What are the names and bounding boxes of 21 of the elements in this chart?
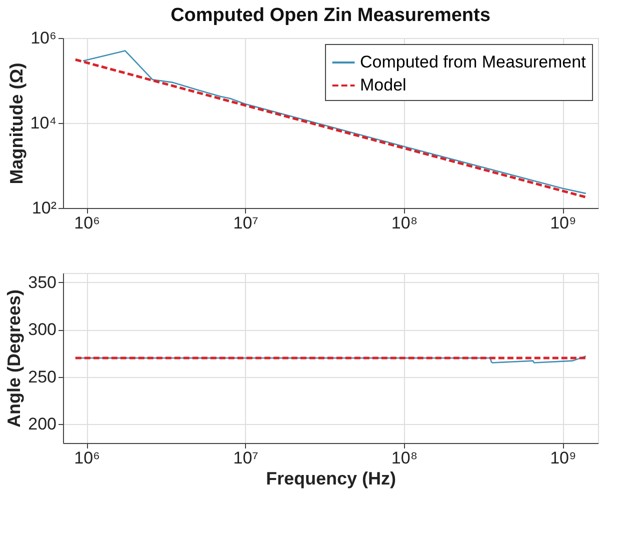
x-tick-label: 10⁶ (74, 214, 100, 232)
y-tick-label: 200 (28, 414, 56, 434)
y-tick-label: 300 (28, 320, 56, 340)
y-tick-label: 250 (28, 367, 56, 386)
y-axis-title: Magnitude (Ω) (6, 62, 26, 184)
y-tick-label: 10⁴ (30, 114, 56, 132)
x-tick-label: 10⁸ (391, 448, 418, 468)
x-tick-label: 10⁸ (391, 214, 418, 232)
x-axis-title: Frequency (Hz) (266, 468, 396, 488)
x-tick-label: 10⁹ (550, 214, 576, 232)
y-tick-label: 10² (32, 198, 57, 218)
chart-title: Computed Open Zin Measurements (170, 5, 490, 26)
x-tick-label: 10⁷ (233, 214, 258, 232)
y-tick-label: 350 (28, 272, 56, 292)
y-tick-label: 10⁶ (30, 28, 56, 48)
x-tick-label: 10⁹ (550, 448, 576, 468)
legend-label: Model (360, 76, 406, 94)
x-tick-label: 10⁷ (233, 448, 258, 468)
legend-label: Computed from Measurement (360, 52, 586, 72)
y-axis-title: Angle (Degrees) (4, 289, 24, 428)
x-tick-label: 10⁶ (74, 448, 100, 468)
